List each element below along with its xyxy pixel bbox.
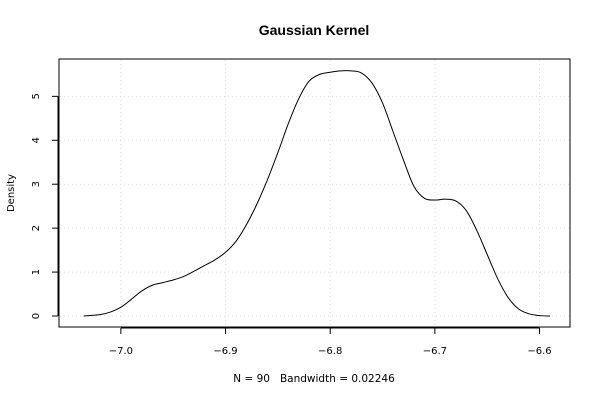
- x-axis: −7.0 −6.9 −6.8 −6.7 −6.6: [109, 327, 552, 357]
- y-tick-label: 1: [31, 269, 42, 275]
- grid: [60, 60, 569, 326]
- y-tick-label: 3: [31, 181, 42, 187]
- y-axis: 0 1 2 3 4 5: [31, 93, 59, 319]
- plot-frame: [58, 58, 571, 328]
- x-tick-label: −6.7: [423, 346, 447, 357]
- y-tick-label: 0: [31, 313, 42, 319]
- y-tick-label: 4: [31, 137, 42, 143]
- x-tick-label: −6.8: [318, 346, 342, 357]
- chart-title: Gaussian Kernel: [259, 22, 370, 38]
- y-tick-label: 5: [31, 93, 42, 99]
- y-axis-label: Density: [6, 174, 17, 212]
- x-tick-label: −7.0: [109, 346, 133, 357]
- x-tick-label: −6.6: [527, 346, 551, 357]
- x-axis-label: N = 90 Bandwidth = 0.02246: [233, 373, 395, 385]
- x-tick-label: −6.9: [213, 346, 237, 357]
- density-curve: [83, 70, 551, 317]
- y-tick-label: 2: [31, 225, 42, 231]
